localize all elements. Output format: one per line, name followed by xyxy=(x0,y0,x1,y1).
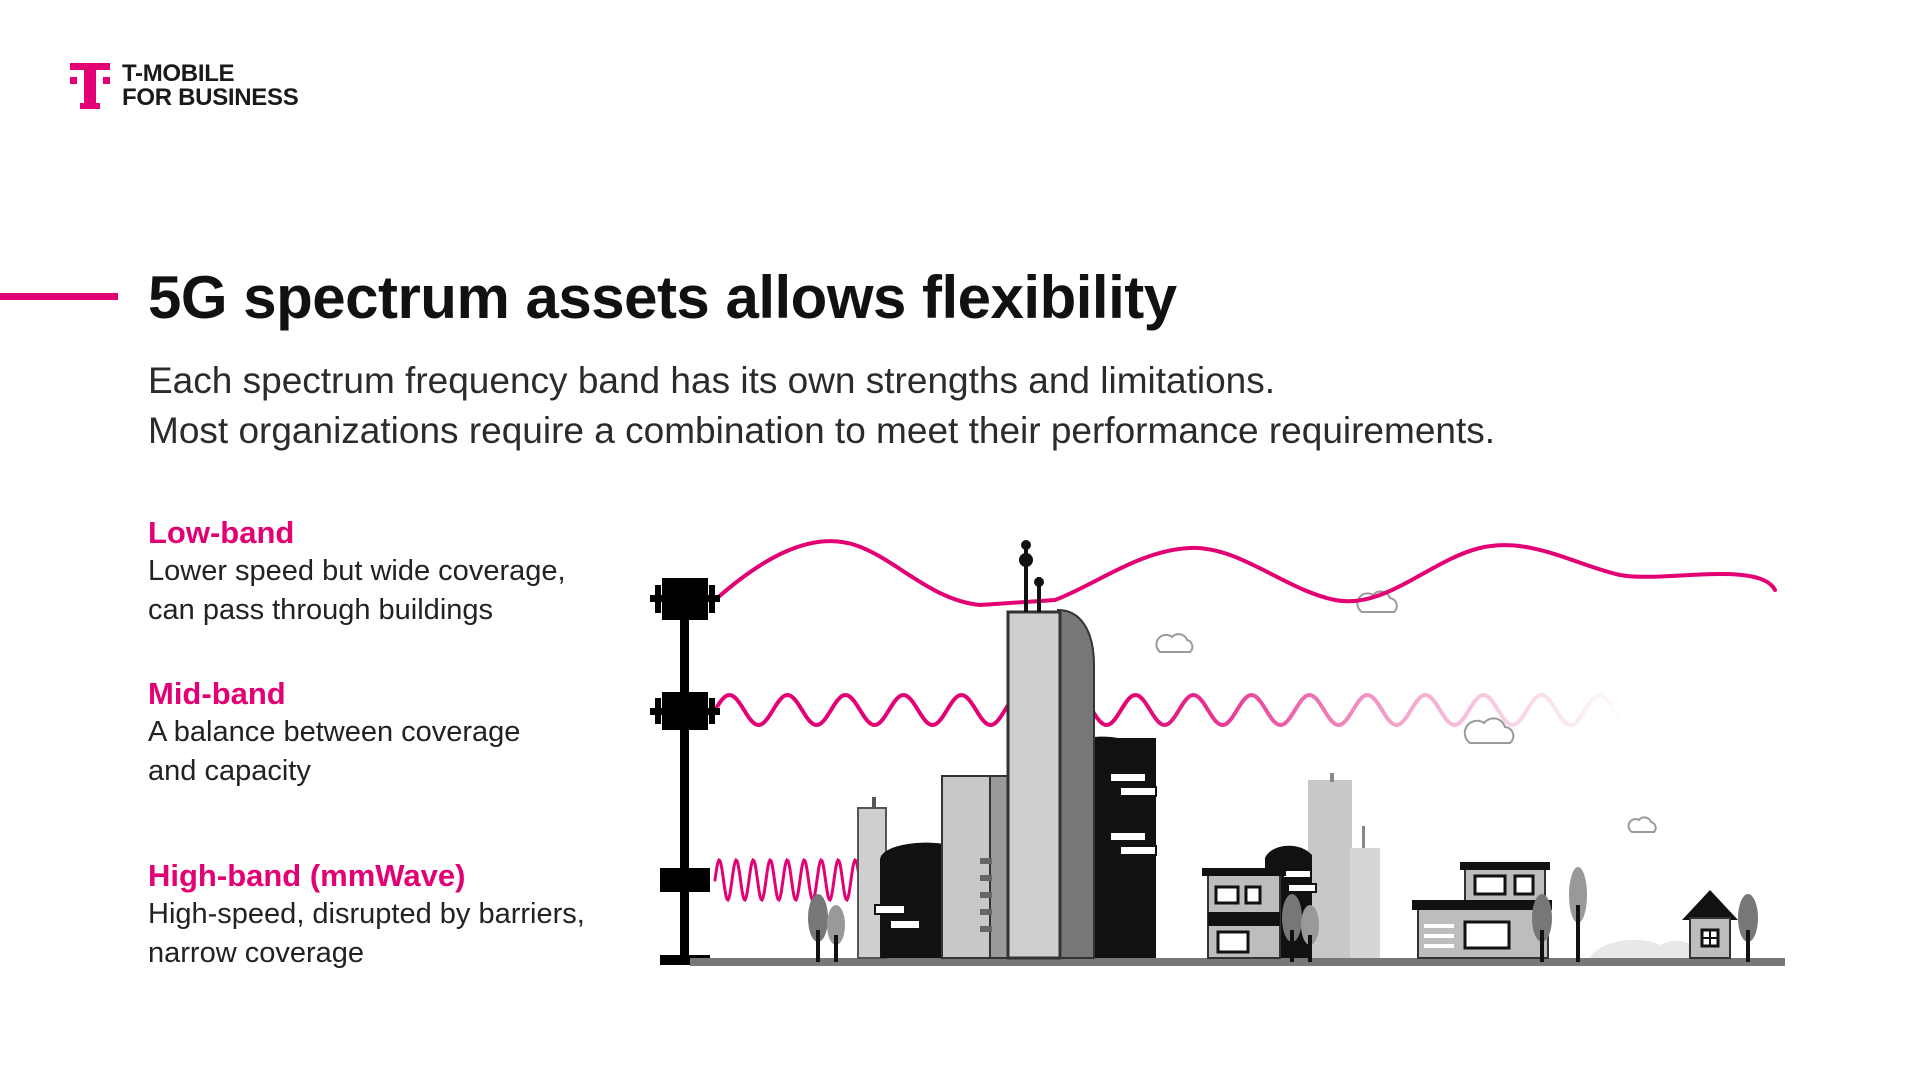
band-high-desc-2: narrow coverage xyxy=(148,937,364,969)
band-high-title: High-band (mmWave) xyxy=(148,858,466,893)
band-low-title: Low-band xyxy=(148,515,295,550)
band-high: High-band (mmWave) High-speed, disrupted… xyxy=(148,857,668,973)
band-low-desc-1: Lower speed but wide coverage, xyxy=(148,555,566,587)
band-mid-desc-2: and capacity xyxy=(148,755,311,787)
tree-icon xyxy=(1532,867,1587,962)
brand-logo: T-MOBILE FOR BUSINESS xyxy=(70,60,299,111)
title-accent-line xyxy=(0,293,118,300)
page-subtitle: Each spectrum frequency band has its own… xyxy=(148,356,1648,456)
subtitle-line-1: Each spectrum frequency band has its own… xyxy=(148,360,1276,401)
ground-line xyxy=(690,958,1785,966)
building-icon xyxy=(1265,773,1380,958)
tree-icon xyxy=(1282,894,1319,962)
house-icon xyxy=(1590,890,1738,959)
band-mid: Mid-band A balance between coverage and … xyxy=(148,675,668,791)
band-mid-desc-1: A balance between coverage xyxy=(148,716,521,748)
high-band-wave xyxy=(713,857,884,903)
band-high-desc-1: High-speed, disrupted by barriers, xyxy=(148,898,585,930)
band-low: Low-band Lower speed but wide coverage, … xyxy=(148,514,668,630)
cell-tower-icon xyxy=(650,578,720,965)
low-band-wave xyxy=(713,539,1777,608)
brand-wordmark: T-MOBILE FOR BUSINESS xyxy=(122,60,299,111)
brand-name-line1: T-MOBILE xyxy=(122,60,235,87)
spectrum-illustration xyxy=(650,539,1785,966)
cloud-icon xyxy=(1627,816,1657,833)
band-low-desc-2: can pass through buildings xyxy=(148,594,494,626)
mid-band-wave xyxy=(713,692,1631,728)
skyscraper-icon xyxy=(857,540,1157,960)
tree-icon xyxy=(1738,894,1758,962)
house-icon xyxy=(1202,868,1286,959)
cloud-icon xyxy=(1463,717,1515,744)
house-icon xyxy=(1412,862,1552,959)
subtitle-line-2: Most organizations require a combination… xyxy=(148,410,1496,451)
brand-name-line2: FOR BUSINESS xyxy=(122,84,299,111)
t-logo-icon xyxy=(70,63,110,109)
tree-icon xyxy=(808,894,845,962)
page-title: 5G spectrum assets allows flexibility xyxy=(148,264,1177,331)
band-mid-title: Mid-band xyxy=(148,676,286,711)
cloud-icon xyxy=(1155,633,1194,653)
